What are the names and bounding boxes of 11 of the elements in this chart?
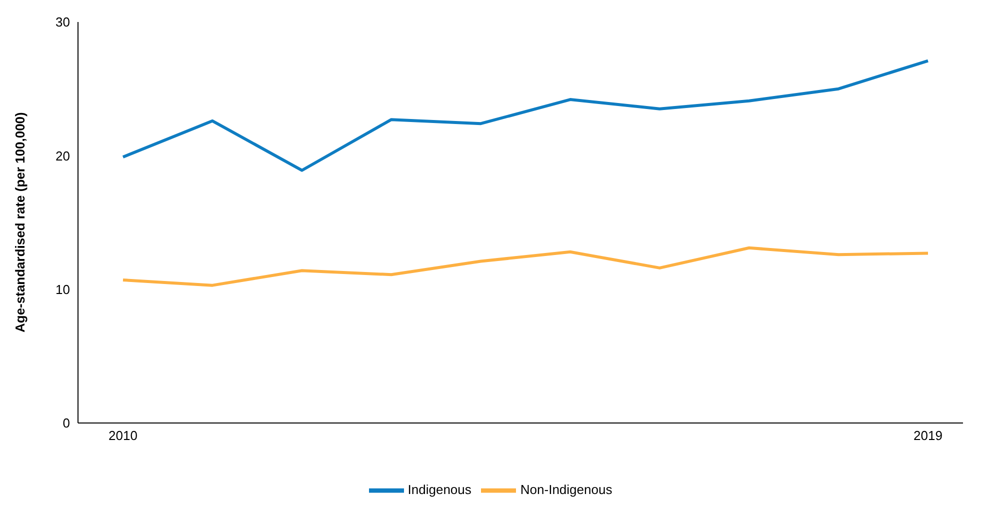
line-series [122, 59, 930, 172]
x-tick-label: 2010 [108, 428, 138, 444]
legend-label: Non-Indigenous [520, 482, 612, 497]
legend-label: Indigenous [408, 482, 472, 497]
y-axis-title: Age-standardised rate (per 100,000) [12, 112, 28, 332]
line-series [122, 246, 930, 287]
y-tick-label: 30 [56, 14, 70, 30]
y-tick-label: 20 [56, 148, 70, 164]
y-tick-label: 10 [56, 282, 70, 297]
x-tick-label: 2019 [914, 428, 942, 444]
y-tick-label: 0 [62, 416, 70, 431]
